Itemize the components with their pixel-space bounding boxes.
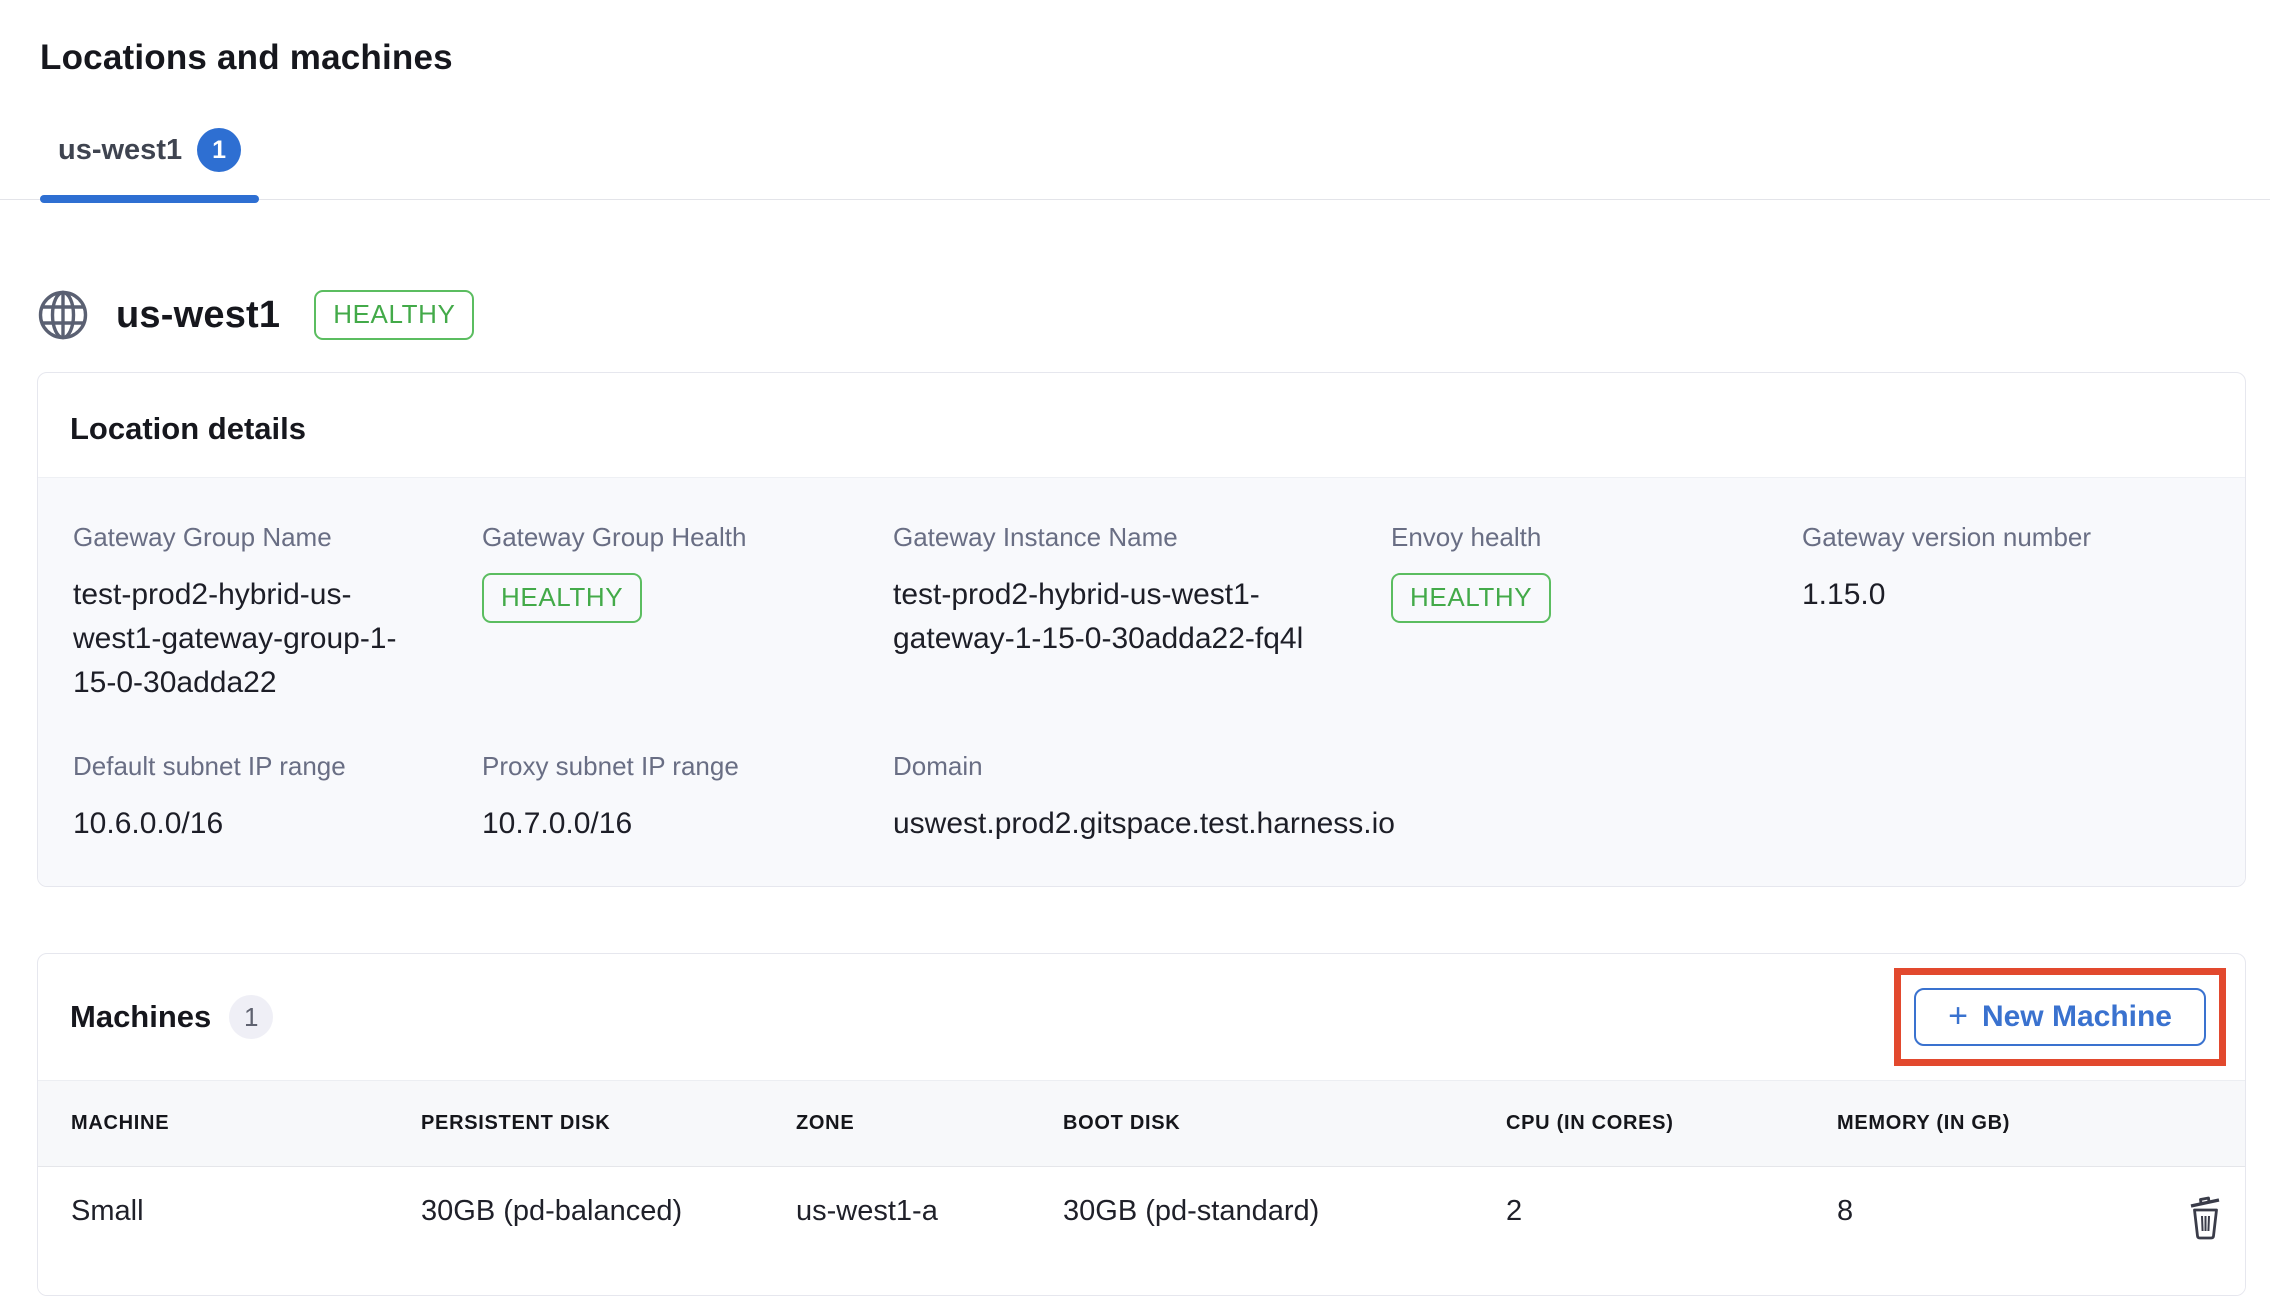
plus-icon: + xyxy=(1948,997,1968,1035)
field-value: 10.6.0.0/16 xyxy=(73,807,224,840)
machines-header: Machines 1 + New Machine xyxy=(38,954,2245,1080)
tab-us-west1[interactable]: us-west1 1 xyxy=(40,128,260,203)
gateway-group-health-badge: HEALTHY xyxy=(482,573,643,623)
cell-memory: 8 xyxy=(1837,1195,1854,1227)
cell-machine: Small xyxy=(71,1195,144,1227)
cell-persistent-disk: 30GB (pd-balanced) xyxy=(421,1195,683,1227)
col-header-zone: ZONE xyxy=(796,1112,855,1134)
new-machine-button-label: New Machine xyxy=(1981,1000,2172,1033)
table-row: Small 30GB (pd-balanced) us-west1-a 30GB… xyxy=(38,1167,2245,1295)
envoy-health-badge: HEALTHY xyxy=(1391,573,1552,623)
field-label: Domain xyxy=(893,751,983,781)
machines-count-badge: 1 xyxy=(229,995,274,1039)
field-label: Gateway Instance Name xyxy=(893,522,1178,552)
col-header-persistent-disk: PERSISTENT DISK xyxy=(421,1112,611,1134)
col-header-cpu: CPU (IN CORES) xyxy=(1506,1112,1674,1134)
tab-count-badge: 1 xyxy=(197,128,242,172)
field-proxy-subnet: Proxy subnet IP range 10.7.0.0/16 xyxy=(479,751,890,846)
machines-title: Machines xyxy=(70,999,212,1034)
field-label: Default subnet IP range xyxy=(73,751,346,781)
col-header-boot-disk: BOOT DISK xyxy=(1063,1112,1181,1134)
field-value: test-prod2-hybrid-us-west1-gateway-1-15-… xyxy=(893,578,1304,655)
location-details-card: Location details Gateway Group Name test… xyxy=(37,372,2246,887)
machines-table-header: MACHINE PERSISTENT DISK ZONE BOOT DISK C… xyxy=(38,1080,2245,1167)
cell-boot-disk: 30GB (pd-standard) xyxy=(1063,1195,1320,1227)
new-machine-button[interactable]: + New Machine xyxy=(1914,988,2206,1046)
field-value: 1.15.0 xyxy=(1802,578,1886,611)
field-label: Gateway Group Health xyxy=(482,522,747,552)
field-gateway-instance-name: Gateway Instance Name test-prod2-hybrid-… xyxy=(890,522,1388,705)
globe-icon xyxy=(38,290,88,340)
col-header-machine: MACHINE xyxy=(71,1112,170,1134)
trash-icon xyxy=(2190,1196,2220,1240)
cell-zone: us-west1-a xyxy=(796,1195,938,1227)
machines-card: Machines 1 + New Machine MACHINE PERSIST… xyxy=(37,953,2246,1296)
field-label: Proxy subnet IP range xyxy=(482,751,739,781)
location-name: us-west1 xyxy=(116,293,281,336)
field-default-subnet: Default subnet IP range 10.6.0.0/16 xyxy=(70,751,479,846)
field-gateway-group-health: Gateway Group Health HEALTHY xyxy=(479,522,890,705)
field-value: uswest.prod2.gitspace.test.harness.io xyxy=(893,807,1395,840)
location-tabbar: us-west1 1 xyxy=(0,128,2270,203)
location-details-title: Location details xyxy=(70,411,306,446)
page-title: Locations and machines xyxy=(40,38,453,77)
tab-label: us-west1 xyxy=(58,133,183,166)
details-row-2: Default subnet IP range 10.6.0.0/16 Prox… xyxy=(70,751,2225,846)
col-header-memory: MEMORY (IN GB) xyxy=(1837,1112,2011,1134)
cell-cpu: 2 xyxy=(1506,1195,1523,1227)
location-details-header: Location details xyxy=(38,373,2245,478)
field-gateway-group-name: Gateway Group Name test-prod2-hybrid-us-… xyxy=(70,522,479,705)
field-gateway-version: Gateway version number 1.15.0 xyxy=(1799,522,2225,705)
location-heading: us-west1 HEALTHY xyxy=(36,288,2270,342)
location-details-body: Gateway Group Name test-prod2-hybrid-us-… xyxy=(38,478,2245,886)
field-value: test-prod2-hybrid-us-west1-gateway-group… xyxy=(73,578,397,699)
location-status-badge: HEALTHY xyxy=(314,290,475,340)
field-value: 10.7.0.0/16 xyxy=(482,807,633,840)
machines-title-wrap: Machines 1 xyxy=(70,995,274,1039)
field-envoy-health: Envoy health HEALTHY xyxy=(1388,522,1799,705)
field-label: Gateway version number xyxy=(1802,522,2092,552)
annotation-highlight-box: + New Machine xyxy=(1894,968,2226,1066)
field-label: Envoy health xyxy=(1391,522,1542,552)
details-row-1: Gateway Group Name test-prod2-hybrid-us-… xyxy=(70,522,2225,705)
field-domain: Domain uswest.prod2.gitspace.test.harnes… xyxy=(890,751,1395,846)
field-label: Gateway Group Name xyxy=(73,522,332,552)
delete-machine-button[interactable] xyxy=(2186,1193,2226,1241)
